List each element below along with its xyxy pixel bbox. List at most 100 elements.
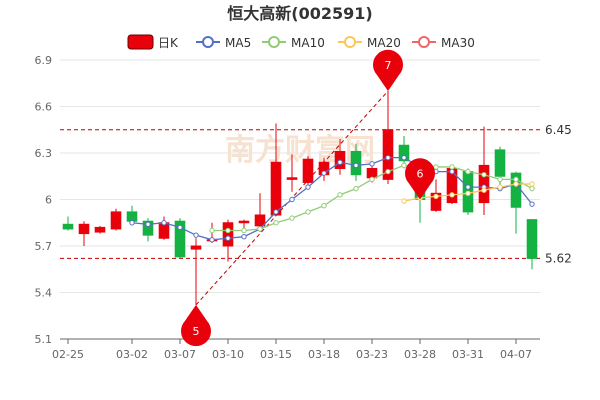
legend-item-ma30: MA30 (412, 36, 475, 50)
marker-pin (373, 49, 403, 91)
price-marker: 5 (181, 304, 212, 347)
series-point-ma10 (465, 168, 471, 175)
series-point-ma10 (497, 176, 503, 183)
series-point-ma10 (481, 172, 487, 178)
price-marker: 6 (405, 158, 436, 200)
candle-body (126, 211, 138, 222)
y-tick-label: 6.3 (35, 147, 53, 160)
series-point-ma10 (225, 227, 231, 234)
legend-label-ma10: MA10 (291, 36, 325, 50)
series-point-ma5 (161, 220, 167, 226)
series-point-ma5 (209, 237, 215, 243)
candle (158, 216, 170, 240)
series-point-ma10 (257, 226, 263, 232)
y-tick-label: 6 (45, 194, 52, 207)
candle (286, 154, 298, 192)
series-point-ma5 (529, 201, 535, 207)
legend-label-ma5: MA5 (225, 36, 251, 50)
marker-pin (181, 304, 212, 347)
series-point-ma5 (177, 224, 183, 231)
series-point-ma10 (209, 227, 215, 234)
grid (60, 59, 540, 340)
series-point-ma10 (273, 220, 279, 226)
candle (526, 219, 538, 270)
series-point-ma20 (529, 181, 535, 187)
series-point-ma5 (305, 184, 311, 190)
x-tick-label: 03-07 (164, 348, 196, 361)
marker-label: 7 (385, 59, 392, 72)
candle-body (142, 220, 154, 236)
marker-label: 5 (193, 325, 200, 338)
series-point-ma5 (353, 162, 359, 169)
candles (62, 91, 538, 305)
candle-body (254, 214, 266, 227)
legend-dot-ma10 (268, 36, 280, 48)
candle-body (286, 177, 298, 180)
series-point-ma5 (129, 220, 135, 226)
y-tick-label: 5.1 (35, 333, 53, 346)
watermark-logo: 南方财富网 (225, 133, 375, 168)
y-tick-label: 6.6 (35, 101, 53, 114)
series-point-ma20 (481, 187, 487, 193)
marker-pin (405, 158, 436, 200)
series-point-ma20 (497, 184, 503, 190)
y-tick-label: 6.9 (35, 54, 53, 67)
legend-dot-ma30 (418, 36, 430, 48)
x-tick-label: 04-07 (500, 348, 532, 361)
series-point-ma20 (433, 193, 439, 200)
price-markers: 5 7 6 (181, 49, 436, 347)
x-tick-label: 03-31 (452, 348, 484, 361)
series-point-ma5 (273, 209, 279, 215)
series-point-ma10 (369, 176, 375, 183)
series-point-ma10 (513, 176, 519, 183)
series-point-ma20 (513, 181, 519, 187)
reference-line-label: 6.45 (545, 123, 572, 137)
legend-dot-ma20 (344, 36, 356, 48)
series-point-ma5 (321, 170, 327, 176)
series-point-ma5 (145, 221, 151, 228)
series-point-ma5 (401, 154, 407, 161)
chart-title: 恒大高新(002591) (227, 4, 372, 23)
reference-line-label: 5.62 (545, 251, 572, 265)
x-tick-label: 03-28 (404, 348, 436, 361)
candle (110, 208, 122, 231)
candle (78, 221, 90, 246)
series-point-ma5 (465, 184, 471, 190)
candle-body (94, 226, 106, 233)
candle-body (110, 211, 122, 230)
axes: 5.1 5.4 5.7 6 6.3 6.6 6.9 02-25 03-02 03-07 03-10 0… (35, 54, 540, 361)
candle-body (478, 164, 490, 204)
series-point-ma5 (369, 161, 375, 167)
series-point-ma10 (433, 164, 439, 170)
x-tick-label: 03-18 (308, 348, 340, 361)
candle-body (174, 220, 186, 258)
legend-item-ma5: MA5 (196, 36, 251, 50)
series-point-ma10 (305, 209, 311, 215)
legend-item-ma20: MA20 (338, 36, 401, 50)
candle-body (366, 168, 378, 179)
legend-item-kline: 日K (127, 34, 179, 50)
legend-label-ma20: MA20 (367, 36, 401, 50)
legend-label-kline: 日K (158, 36, 179, 50)
series-point-ma10 (241, 227, 247, 234)
series-point-ma5 (241, 234, 247, 240)
candle (494, 146, 506, 191)
candle-body (190, 245, 202, 250)
candle (478, 126, 490, 215)
candle-body (222, 222, 234, 247)
series-point-ma20 (465, 190, 471, 197)
legend-label-ma30: MA30 (441, 36, 475, 50)
series-point-ma10 (337, 192, 343, 198)
candle-body (382, 129, 394, 180)
series-point-ma5 (225, 235, 231, 241)
series-point-ma10 (353, 185, 359, 192)
candle (174, 218, 186, 259)
x-tick-label: 03-10 (212, 348, 244, 361)
series-point-ma10 (289, 215, 295, 221)
y-tick-label: 5.7 (35, 240, 53, 253)
series-point-ma5 (385, 154, 391, 161)
candle-body (430, 192, 442, 211)
x-tick-label: 03-02 (116, 348, 148, 361)
series-point-ma5 (289, 196, 295, 203)
